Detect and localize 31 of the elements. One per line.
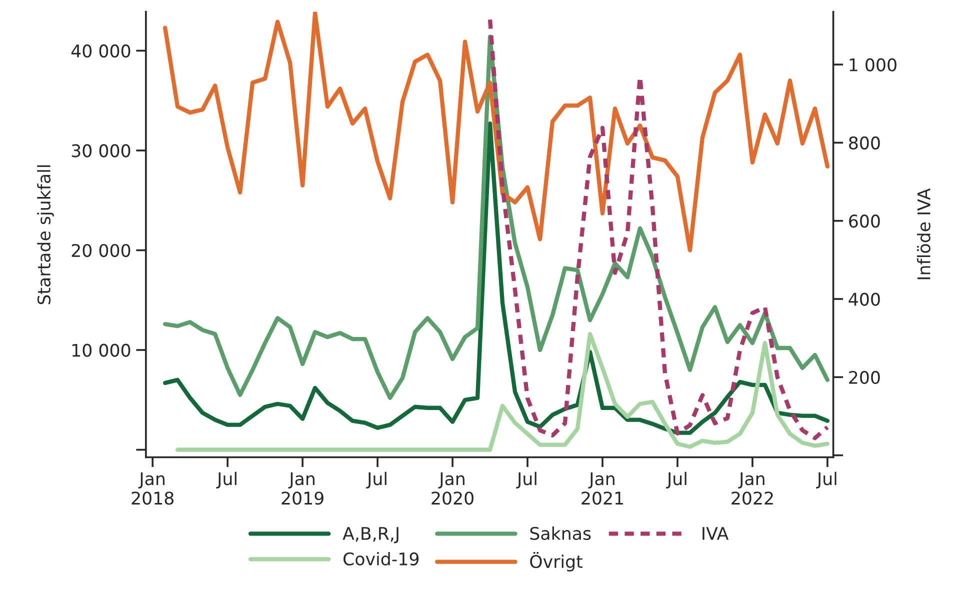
y-axis-title: Startade sjukfall (37, 165, 54, 304)
y-tick-label: 40 000 (71, 44, 130, 58)
line-series (163, 34, 830, 400)
legend-label: A,B,R,J (342, 527, 398, 544)
x-tick-label: Jan 2018 (132, 472, 174, 505)
legend-label: Covid-19 (344, 552, 419, 566)
x-tick-label: Jul (216, 472, 236, 488)
legend-label: Övrigt (530, 552, 582, 572)
legend-label: Saknas (530, 526, 591, 540)
y-tick-label: 10 000 (72, 344, 130, 357)
x-tick-label: Jan 2022 (732, 472, 773, 505)
x-tick-label: Jan 2019 (282, 472, 324, 505)
y2-tick-label: 400 (848, 292, 880, 306)
x-tick-label: Jul (516, 472, 536, 488)
line-series (488, 18, 830, 440)
legend-label: IVA (702, 527, 729, 540)
y-tick-label: 30 000 (72, 144, 130, 158)
y2-tick-label: 200 (849, 370, 880, 384)
y2-tick-label: 800 (849, 136, 880, 150)
y2-axis-title: Inflöde IVA (917, 188, 930, 280)
y2-tick-label: 1 000 (850, 58, 896, 72)
x-tick-label: Jul (366, 472, 386, 488)
x-tick-label: Jul (816, 472, 836, 488)
y-tick-label: 20 000 (72, 244, 130, 258)
x-tick-label: Jul (666, 472, 686, 488)
line-series (175, 332, 830, 452)
x-tick-label: Jan 2021 (582, 472, 623, 505)
line-series (163, 12, 830, 252)
y2-tick-label: 600 (849, 214, 880, 228)
x-tick-label: Jan 2020 (432, 472, 474, 505)
line-series (163, 121, 830, 435)
